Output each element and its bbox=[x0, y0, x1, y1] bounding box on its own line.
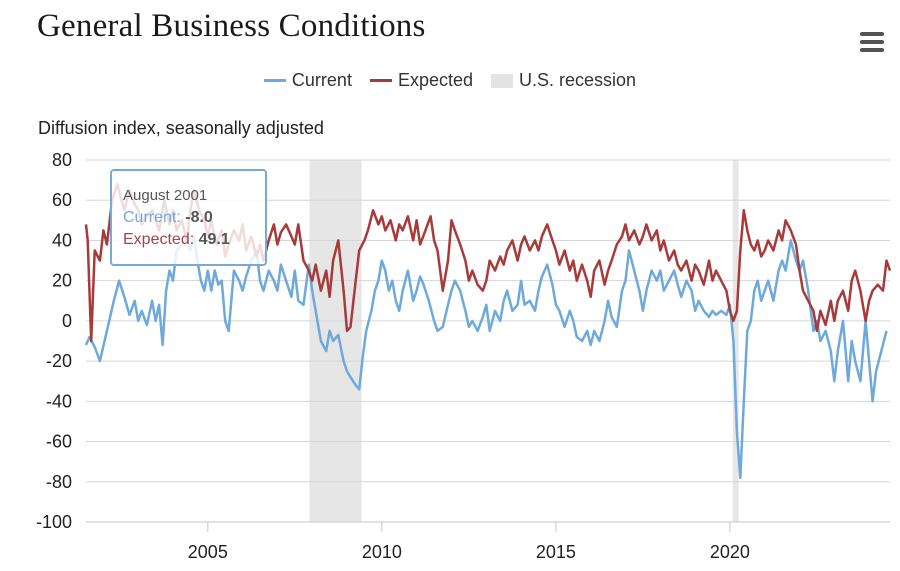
x-tick-label: 2010 bbox=[362, 542, 402, 562]
x-tick-label: 2020 bbox=[710, 542, 750, 562]
tooltip-expected-value: 49.1 bbox=[198, 231, 230, 248]
recession-band-0 bbox=[309, 160, 362, 522]
series-line-current bbox=[84, 235, 888, 480]
tooltip-date: August 2001 bbox=[123, 187, 208, 204]
legend-label-expected: Expected bbox=[397, 70, 474, 90]
y-tick-label: -20 bbox=[46, 351, 72, 371]
recession-band-1 bbox=[732, 160, 739, 522]
y-axis-label: Diffusion index, seasonally adjusted bbox=[38, 118, 324, 138]
y-tick-label: 40 bbox=[52, 230, 72, 250]
y-tick-label: 0 bbox=[62, 311, 72, 331]
legend-swatch-current bbox=[263, 79, 286, 82]
y-tick-label: 80 bbox=[52, 150, 72, 170]
tooltip-expected-row: Expected: 49.1 bbox=[123, 229, 265, 251]
y-tick-label: 20 bbox=[52, 271, 72, 291]
tooltip-current-label: Current: bbox=[123, 209, 181, 226]
tooltip-current-value: -8.0 bbox=[185, 209, 213, 226]
x-tick-label: 2005 bbox=[188, 542, 228, 562]
legend-item-recession[interactable]: U.S. recession bbox=[491, 70, 636, 91]
y-tick-label: 60 bbox=[52, 190, 72, 210]
legend-swatch-expected bbox=[369, 79, 392, 82]
tooltip-expected-label: Expected: bbox=[123, 231, 195, 248]
chart-title: General Business Conditions bbox=[37, 8, 426, 44]
y-tick-label: -60 bbox=[46, 432, 72, 452]
tooltip: August 2001 Current: -8.0 Expected: 49.1 bbox=[110, 169, 267, 266]
y-tick-label: -80 bbox=[46, 472, 72, 492]
legend-label-recession: U.S. recession bbox=[519, 70, 637, 90]
x-tick-label: 2015 bbox=[536, 542, 576, 562]
legend-item-expected[interactable]: Expected bbox=[369, 70, 474, 91]
hamburger-menu-icon[interactable] bbox=[856, 28, 888, 56]
legend-label-current: Current bbox=[291, 70, 352, 90]
legend-item-current[interactable]: Current bbox=[263, 70, 352, 91]
legend: Current Expected U.S. recession bbox=[0, 70, 900, 91]
y-tick-label: -100 bbox=[36, 512, 72, 532]
tooltip-current-row: Current: -8.0 bbox=[123, 207, 265, 229]
y-tick-label: -40 bbox=[46, 391, 72, 411]
legend-swatch-recession bbox=[491, 73, 514, 88]
